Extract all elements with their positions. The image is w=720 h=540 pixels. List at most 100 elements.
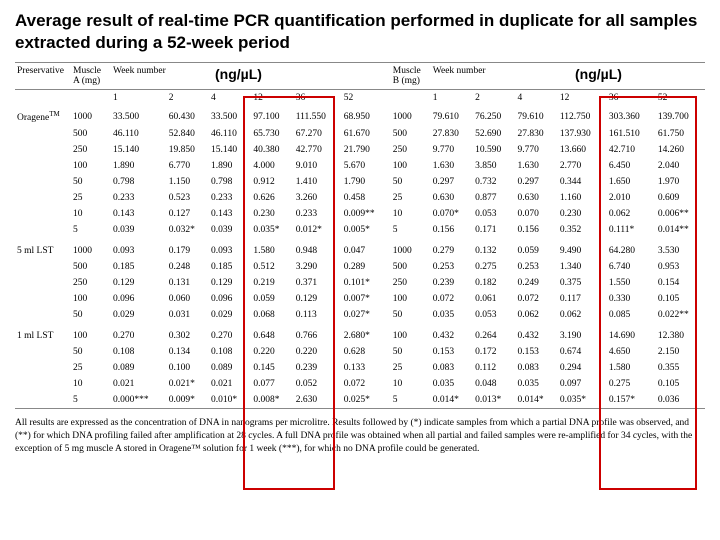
value-cell: 0.059 [515, 238, 557, 259]
value-cell: 0.352 [558, 222, 607, 238]
value-cell: 0.432 [515, 323, 557, 344]
value-cell: 0.230 [558, 206, 607, 222]
table-row: 5 ml LST10000.0930.1790.0931.5800.9480.0… [15, 238, 705, 259]
value-cell: 2.150 [656, 344, 705, 360]
hdr-muscle-b: Muscle B (mg) [391, 63, 431, 90]
value-cell: 0.093 [111, 238, 167, 259]
value-cell: 0.355 [656, 360, 705, 376]
value-cell: 13.660 [558, 142, 607, 158]
value-cell: 0.007* [342, 291, 391, 307]
value-cell: 64.280 [607, 238, 656, 259]
mass-cell: 10 [391, 206, 431, 222]
preservative-cell: 1 ml LST [15, 323, 71, 344]
value-cell: 0.220 [251, 344, 293, 360]
value-cell: 0.220 [294, 344, 342, 360]
value-cell: 1.550 [607, 275, 656, 291]
value-cell: 0.275 [607, 376, 656, 392]
value-cell: 68.950 [342, 107, 391, 126]
mass-cell: 1000 [391, 238, 431, 259]
value-cell: 0.131 [167, 275, 209, 291]
value-cell: 0.143 [209, 206, 251, 222]
value-cell: 0.061 [473, 291, 515, 307]
value-cell: 2.630 [294, 392, 342, 409]
value-cell: 0.039 [209, 222, 251, 238]
value-cell: 0.022** [656, 307, 705, 323]
value-cell: 0.432 [431, 323, 473, 344]
mass-cell: 5 [391, 222, 431, 238]
hdr-weeknum-b: Week number [431, 63, 705, 90]
value-cell: 111.550 [294, 107, 342, 126]
value-cell: 4.650 [607, 344, 656, 360]
value-cell: 0.005* [342, 222, 391, 238]
preservative-cell [15, 206, 71, 222]
value-cell: 0.059 [251, 291, 293, 307]
mass-cell: 100 [391, 291, 431, 307]
value-cell: 0.014** [656, 222, 705, 238]
value-cell: 79.610 [431, 107, 473, 126]
value-cell: 0.609 [656, 190, 705, 206]
preservative-cell [15, 291, 71, 307]
value-cell: 6.450 [607, 158, 656, 174]
value-cell: 0.021 [111, 376, 167, 392]
value-cell: 3.260 [294, 190, 342, 206]
value-cell: 0.083 [431, 360, 473, 376]
wk-a-36: 36 [294, 90, 342, 108]
value-cell: 6.770 [167, 158, 209, 174]
value-cell: 42.710 [607, 142, 656, 158]
value-cell: 0.132 [473, 238, 515, 259]
value-cell: 9.490 [558, 238, 607, 259]
value-cell: 0.233 [209, 190, 251, 206]
mass-cell: 50 [71, 307, 111, 323]
value-cell: 0.009** [342, 206, 391, 222]
value-cell: 0.948 [294, 238, 342, 259]
unit-label-left: (ng/µL) [215, 66, 262, 82]
value-cell: 0.219 [251, 275, 293, 291]
value-cell: 1.160 [558, 190, 607, 206]
value-cell: 1.650 [607, 174, 656, 190]
value-cell: 0.297 [431, 174, 473, 190]
value-cell: 0.172 [473, 344, 515, 360]
mass-cell: 100 [71, 323, 111, 344]
mass-cell: 10 [71, 206, 111, 222]
value-cell: 1.970 [656, 174, 705, 190]
wk-a-2: 2 [167, 90, 209, 108]
value-cell: 0.048 [473, 376, 515, 392]
wk-b-12: 12 [558, 90, 607, 108]
mass-cell: 100 [391, 158, 431, 174]
value-cell: 0.068 [251, 307, 293, 323]
value-cell: 0.628 [342, 344, 391, 360]
wk-b-52: 52 [656, 90, 705, 108]
mass-cell: 25 [71, 190, 111, 206]
value-cell: 3.850 [473, 158, 515, 174]
wk-a-52: 52 [342, 90, 391, 108]
value-cell: 0.249 [515, 275, 557, 291]
value-cell: 0.025* [342, 392, 391, 409]
value-cell: 0.039 [111, 222, 167, 238]
mass-cell: 1000 [71, 238, 111, 259]
value-cell: 0.113 [294, 307, 342, 323]
value-cell: 1.890 [111, 158, 167, 174]
value-cell: 46.110 [209, 126, 251, 142]
value-cell: 0.153 [515, 344, 557, 360]
value-cell: 0.029 [209, 307, 251, 323]
value-cell: 0.512 [251, 259, 293, 275]
hdr-muscle-a: Muscle A (mg) [71, 63, 111, 90]
week-number-row: 1 2 4 12 36 52 1 2 4 12 36 52 [15, 90, 705, 108]
value-cell: 0.108 [209, 344, 251, 360]
value-cell: 0.093 [209, 238, 251, 259]
value-cell: 65.730 [251, 126, 293, 142]
value-cell: 61.670 [342, 126, 391, 142]
value-cell: 2.680* [342, 323, 391, 344]
wk-b-1: 1 [431, 90, 473, 108]
value-cell: 1.150 [167, 174, 209, 190]
value-cell: 0.233 [111, 190, 167, 206]
value-cell: 0.105 [656, 376, 705, 392]
table-container: (ng/µL) (ng/µL) Preservative Muscle A (m… [15, 62, 705, 409]
value-cell: 3.290 [294, 259, 342, 275]
value-cell: 9.010 [294, 158, 342, 174]
preservative-cell [15, 222, 71, 238]
value-cell: 0.185 [209, 259, 251, 275]
table-row: 50.000***0.009*0.010*0.008*2.6300.025*50… [15, 392, 705, 409]
mass-cell: 100 [391, 323, 431, 344]
value-cell: 0.070 [515, 206, 557, 222]
